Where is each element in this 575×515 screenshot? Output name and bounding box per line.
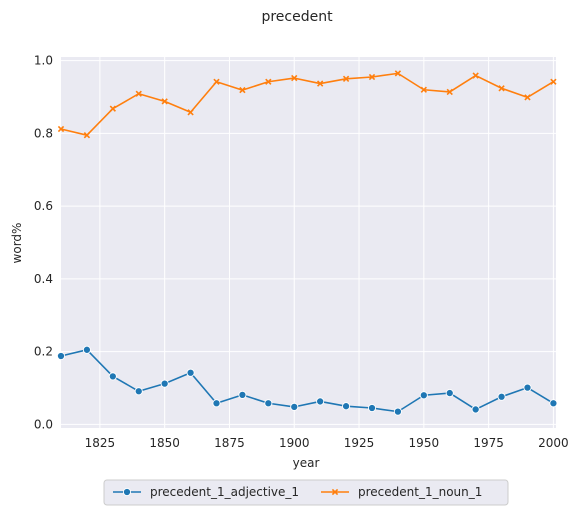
legend: precedent_1_adjective_1 precedent_1_noun_… xyxy=(103,479,509,506)
x-tick-label: 1825 xyxy=(85,436,116,450)
legend-label: precedent_1_noun_1 xyxy=(358,485,482,499)
data-point xyxy=(108,372,117,381)
data-point xyxy=(187,109,194,116)
data-point xyxy=(57,125,65,133)
data-point xyxy=(316,80,324,87)
data-point xyxy=(342,402,351,411)
data-point xyxy=(316,397,325,406)
data-point xyxy=(393,407,402,416)
x-tick-label: 2000 xyxy=(538,436,569,450)
x-tick-label: 1925 xyxy=(344,436,375,450)
data-point xyxy=(549,399,558,408)
data-point xyxy=(446,88,453,96)
data-point xyxy=(83,132,91,139)
data-point xyxy=(56,351,66,361)
data-point xyxy=(420,86,427,93)
x-tick-label: 1875 xyxy=(214,436,245,450)
data-point xyxy=(550,78,557,85)
data-point xyxy=(290,402,299,411)
series-line xyxy=(60,348,554,413)
data-point xyxy=(394,70,402,77)
data-point xyxy=(186,368,195,377)
y-tick-label: 0.2 xyxy=(34,345,53,359)
data-point xyxy=(291,74,298,82)
data-point xyxy=(264,399,273,408)
plot-area xyxy=(61,57,556,428)
x-axis-title: year xyxy=(293,456,320,470)
legend-item: precedent_1_noun_1 xyxy=(321,485,482,499)
y-tick-label: 0.4 xyxy=(34,272,53,286)
tick-labels: 1825 1850 1875 1900 1925 1950 1975 2000 0.0 0.2 0.… xyxy=(34,54,569,450)
data-point xyxy=(367,403,377,413)
x-tick-label: 1850 xyxy=(149,436,180,450)
data-point xyxy=(497,392,506,401)
data-point xyxy=(238,390,247,399)
legend-label: precedent_1_adjective_1 xyxy=(150,485,299,499)
data-point xyxy=(161,98,168,105)
legend-item: precedent_1_adjective_1 xyxy=(113,485,299,499)
data-point xyxy=(265,78,272,85)
data-point xyxy=(160,379,169,388)
series-layer xyxy=(56,70,558,416)
data-point xyxy=(134,387,143,396)
series-precedent_1_adjective_1 xyxy=(56,345,558,416)
data-point xyxy=(498,85,505,92)
x-tick-label: 1900 xyxy=(279,436,310,450)
legend-box xyxy=(103,479,509,506)
data-point xyxy=(445,389,454,398)
data-point xyxy=(135,90,142,97)
y-tick-label: 1.0 xyxy=(34,54,53,68)
data-point xyxy=(471,405,480,414)
y-tick-label: 0.6 xyxy=(34,199,53,213)
data-point xyxy=(342,75,350,82)
data-point xyxy=(109,105,116,112)
series-precedent_1_noun_1 xyxy=(57,70,557,139)
data-point xyxy=(212,399,221,408)
x-tick-label: 1975 xyxy=(473,436,504,450)
x-tick-label: 1950 xyxy=(409,436,440,450)
data-point xyxy=(239,86,246,94)
data-point xyxy=(472,72,479,79)
data-point xyxy=(368,73,376,81)
series-line xyxy=(60,72,554,136)
chart-title: precedent xyxy=(261,9,333,25)
y-tick-label: 0.0 xyxy=(34,417,53,431)
data-point xyxy=(524,94,531,101)
legend-marker xyxy=(331,488,339,496)
grid-lines xyxy=(61,57,556,428)
data-point xyxy=(523,383,532,392)
data-point xyxy=(82,345,91,354)
legend-items: precedent_1_adjective_1 precedent_1_noun_… xyxy=(113,485,482,499)
y-tick-label: 0.8 xyxy=(34,126,53,140)
data-point xyxy=(419,391,428,400)
legend-marker xyxy=(122,487,132,497)
data-point xyxy=(213,78,220,85)
y-axis-title: word% xyxy=(10,223,24,264)
